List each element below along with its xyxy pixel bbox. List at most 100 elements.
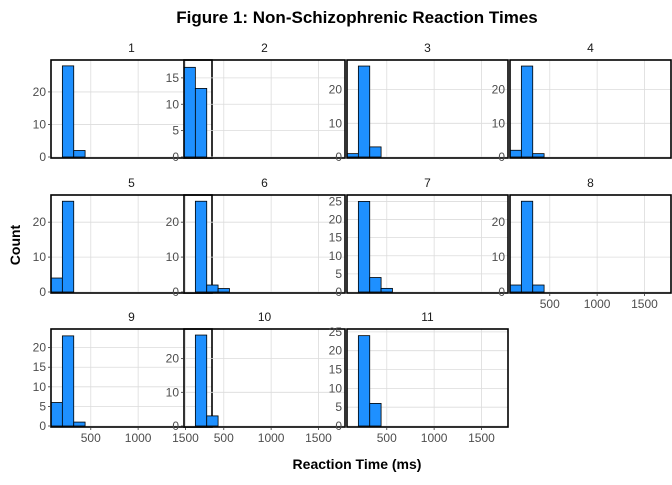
facet-panel-11: 11 0 5 10 15 20 25 500 1000 1500 xyxy=(329,310,509,445)
y-tick-label: 5 xyxy=(335,267,342,281)
histogram-bar xyxy=(194,200,208,293)
facet-strip-label: 5 xyxy=(128,176,135,190)
histogram-bar xyxy=(357,335,371,427)
histogram-bar xyxy=(206,284,219,293)
histogram-bar xyxy=(369,146,382,158)
facet-panel-5: 5 0 10 20 xyxy=(33,176,213,299)
panel-border xyxy=(50,59,213,159)
y-tick-label: 15 xyxy=(329,363,343,377)
facet-strip-label: 3 xyxy=(424,41,431,55)
facet-panel-3: 3 0 10 20 xyxy=(329,41,509,164)
histogram-bar xyxy=(217,288,230,293)
facet-strip-label: 4 xyxy=(587,41,594,55)
y-tick-label: 20 xyxy=(33,215,47,229)
y-tick-label: 10 xyxy=(33,380,47,394)
x-tick-label: 500 xyxy=(540,297,560,311)
panel-border xyxy=(509,59,672,159)
y-tick-label: 5 xyxy=(172,124,179,138)
facet-panel-4: 4 0 10 20 xyxy=(492,41,672,164)
y-tick-label: 10 xyxy=(492,116,506,130)
panel-border xyxy=(183,59,346,159)
facet-strip-label: 11 xyxy=(421,310,434,324)
x-tick-label: 1000 xyxy=(584,297,611,311)
y-tick-label: 10 xyxy=(329,116,343,130)
histogram-bar xyxy=(369,403,382,427)
facet-panels: 1010202051015301020401020501020601020705… xyxy=(33,41,672,445)
x-tick-label: 1500 xyxy=(305,431,332,445)
facet-panel-8: 8 0 10 20 500 1000 1500 xyxy=(492,176,672,311)
facet-panel-7: 7 0 5 10 15 20 25 xyxy=(329,176,509,299)
facet-strip-label: 10 xyxy=(258,310,272,324)
x-tick-label: 1500 xyxy=(631,297,658,311)
histogram-bar xyxy=(61,335,75,427)
histogram-bar xyxy=(61,65,75,158)
x-axis-label: Reaction Time (ms) xyxy=(293,456,422,472)
histogram-bar xyxy=(357,65,371,158)
histogram-bar xyxy=(509,284,522,293)
y-tick-label: 20 xyxy=(166,352,180,366)
y-tick-label: 5 xyxy=(335,400,342,414)
y-tick-label: 10 xyxy=(33,250,47,264)
facet-strip-label: 7 xyxy=(424,176,431,190)
histogram-bar xyxy=(532,284,545,293)
y-tick-label: 20 xyxy=(166,215,180,229)
x-tick-label: 1000 xyxy=(125,431,152,445)
y-tick-label: 20 xyxy=(33,341,47,355)
facet-strip-label: 2 xyxy=(261,41,268,55)
facet-panel-9: 9 0 5 10 15 20 500 1000 1500 xyxy=(33,310,213,445)
y-tick-label: 0 xyxy=(39,285,46,299)
panel-border xyxy=(509,194,672,294)
histogram-bar xyxy=(369,277,382,293)
facet-strip-label: 1 xyxy=(128,41,135,55)
y-tick-label: 20 xyxy=(329,83,343,97)
histogram-bar xyxy=(532,153,545,158)
x-tick-label: 500 xyxy=(214,431,234,445)
y-tick-label: 10 xyxy=(166,250,180,264)
y-tick-label: 0 xyxy=(335,285,342,299)
chart-title: Figure 1: Non-Schizophrenic Reaction Tim… xyxy=(176,8,537,27)
panel-border xyxy=(346,194,509,294)
facet-strip-label: 9 xyxy=(128,310,135,324)
histogram-bar xyxy=(357,201,371,293)
histogram-bar xyxy=(380,287,393,293)
y-tick-label: 0 xyxy=(172,285,179,299)
histogram-bar xyxy=(194,334,208,427)
facet-strip-label: 8 xyxy=(587,176,594,190)
y-tick-label: 10 xyxy=(329,381,343,395)
y-tick-label: 15 xyxy=(33,360,47,374)
y-tick-label: 15 xyxy=(329,231,343,245)
x-tick-label: 500 xyxy=(81,431,101,445)
histogram-bar xyxy=(73,421,86,427)
y-tick-label: 20 xyxy=(492,215,506,229)
y-tick-label: 0 xyxy=(498,285,505,299)
y-tick-label: 10 xyxy=(492,250,506,264)
y-tick-label: 0 xyxy=(172,419,179,433)
histogram-bar xyxy=(50,277,63,293)
histogram-bar xyxy=(206,415,219,427)
y-tick-label: 10 xyxy=(33,117,47,131)
histogram-bar xyxy=(50,402,63,427)
y-tick-label: 10 xyxy=(166,385,180,399)
y-tick-label: 10 xyxy=(329,249,343,263)
panel-border xyxy=(346,59,509,159)
histogram-bar xyxy=(346,153,359,158)
y-tick-label: 0 xyxy=(39,419,46,433)
y-tick-label: 0 xyxy=(39,150,46,164)
y-tick-label: 20 xyxy=(492,83,506,97)
x-tick-label: 1500 xyxy=(468,431,495,445)
facet-panel-6: 6 0 10 20 xyxy=(166,176,346,299)
x-tick-label: 500 xyxy=(377,431,397,445)
histogram-bar xyxy=(520,65,534,158)
facet-panel-10: 10 0 10 20 500 1000 1500 xyxy=(166,310,346,445)
x-tick-label: 1500 xyxy=(172,431,199,445)
y-tick-label: 25 xyxy=(329,325,343,339)
y-tick-label: 20 xyxy=(33,85,47,99)
histogram-bar xyxy=(183,66,196,158)
x-tick-label: 1000 xyxy=(258,431,285,445)
y-tick-label: 0 xyxy=(335,150,342,164)
histogram-bar xyxy=(520,200,534,293)
y-tick-label: 15 xyxy=(166,71,180,85)
histogram-bar xyxy=(61,200,75,293)
